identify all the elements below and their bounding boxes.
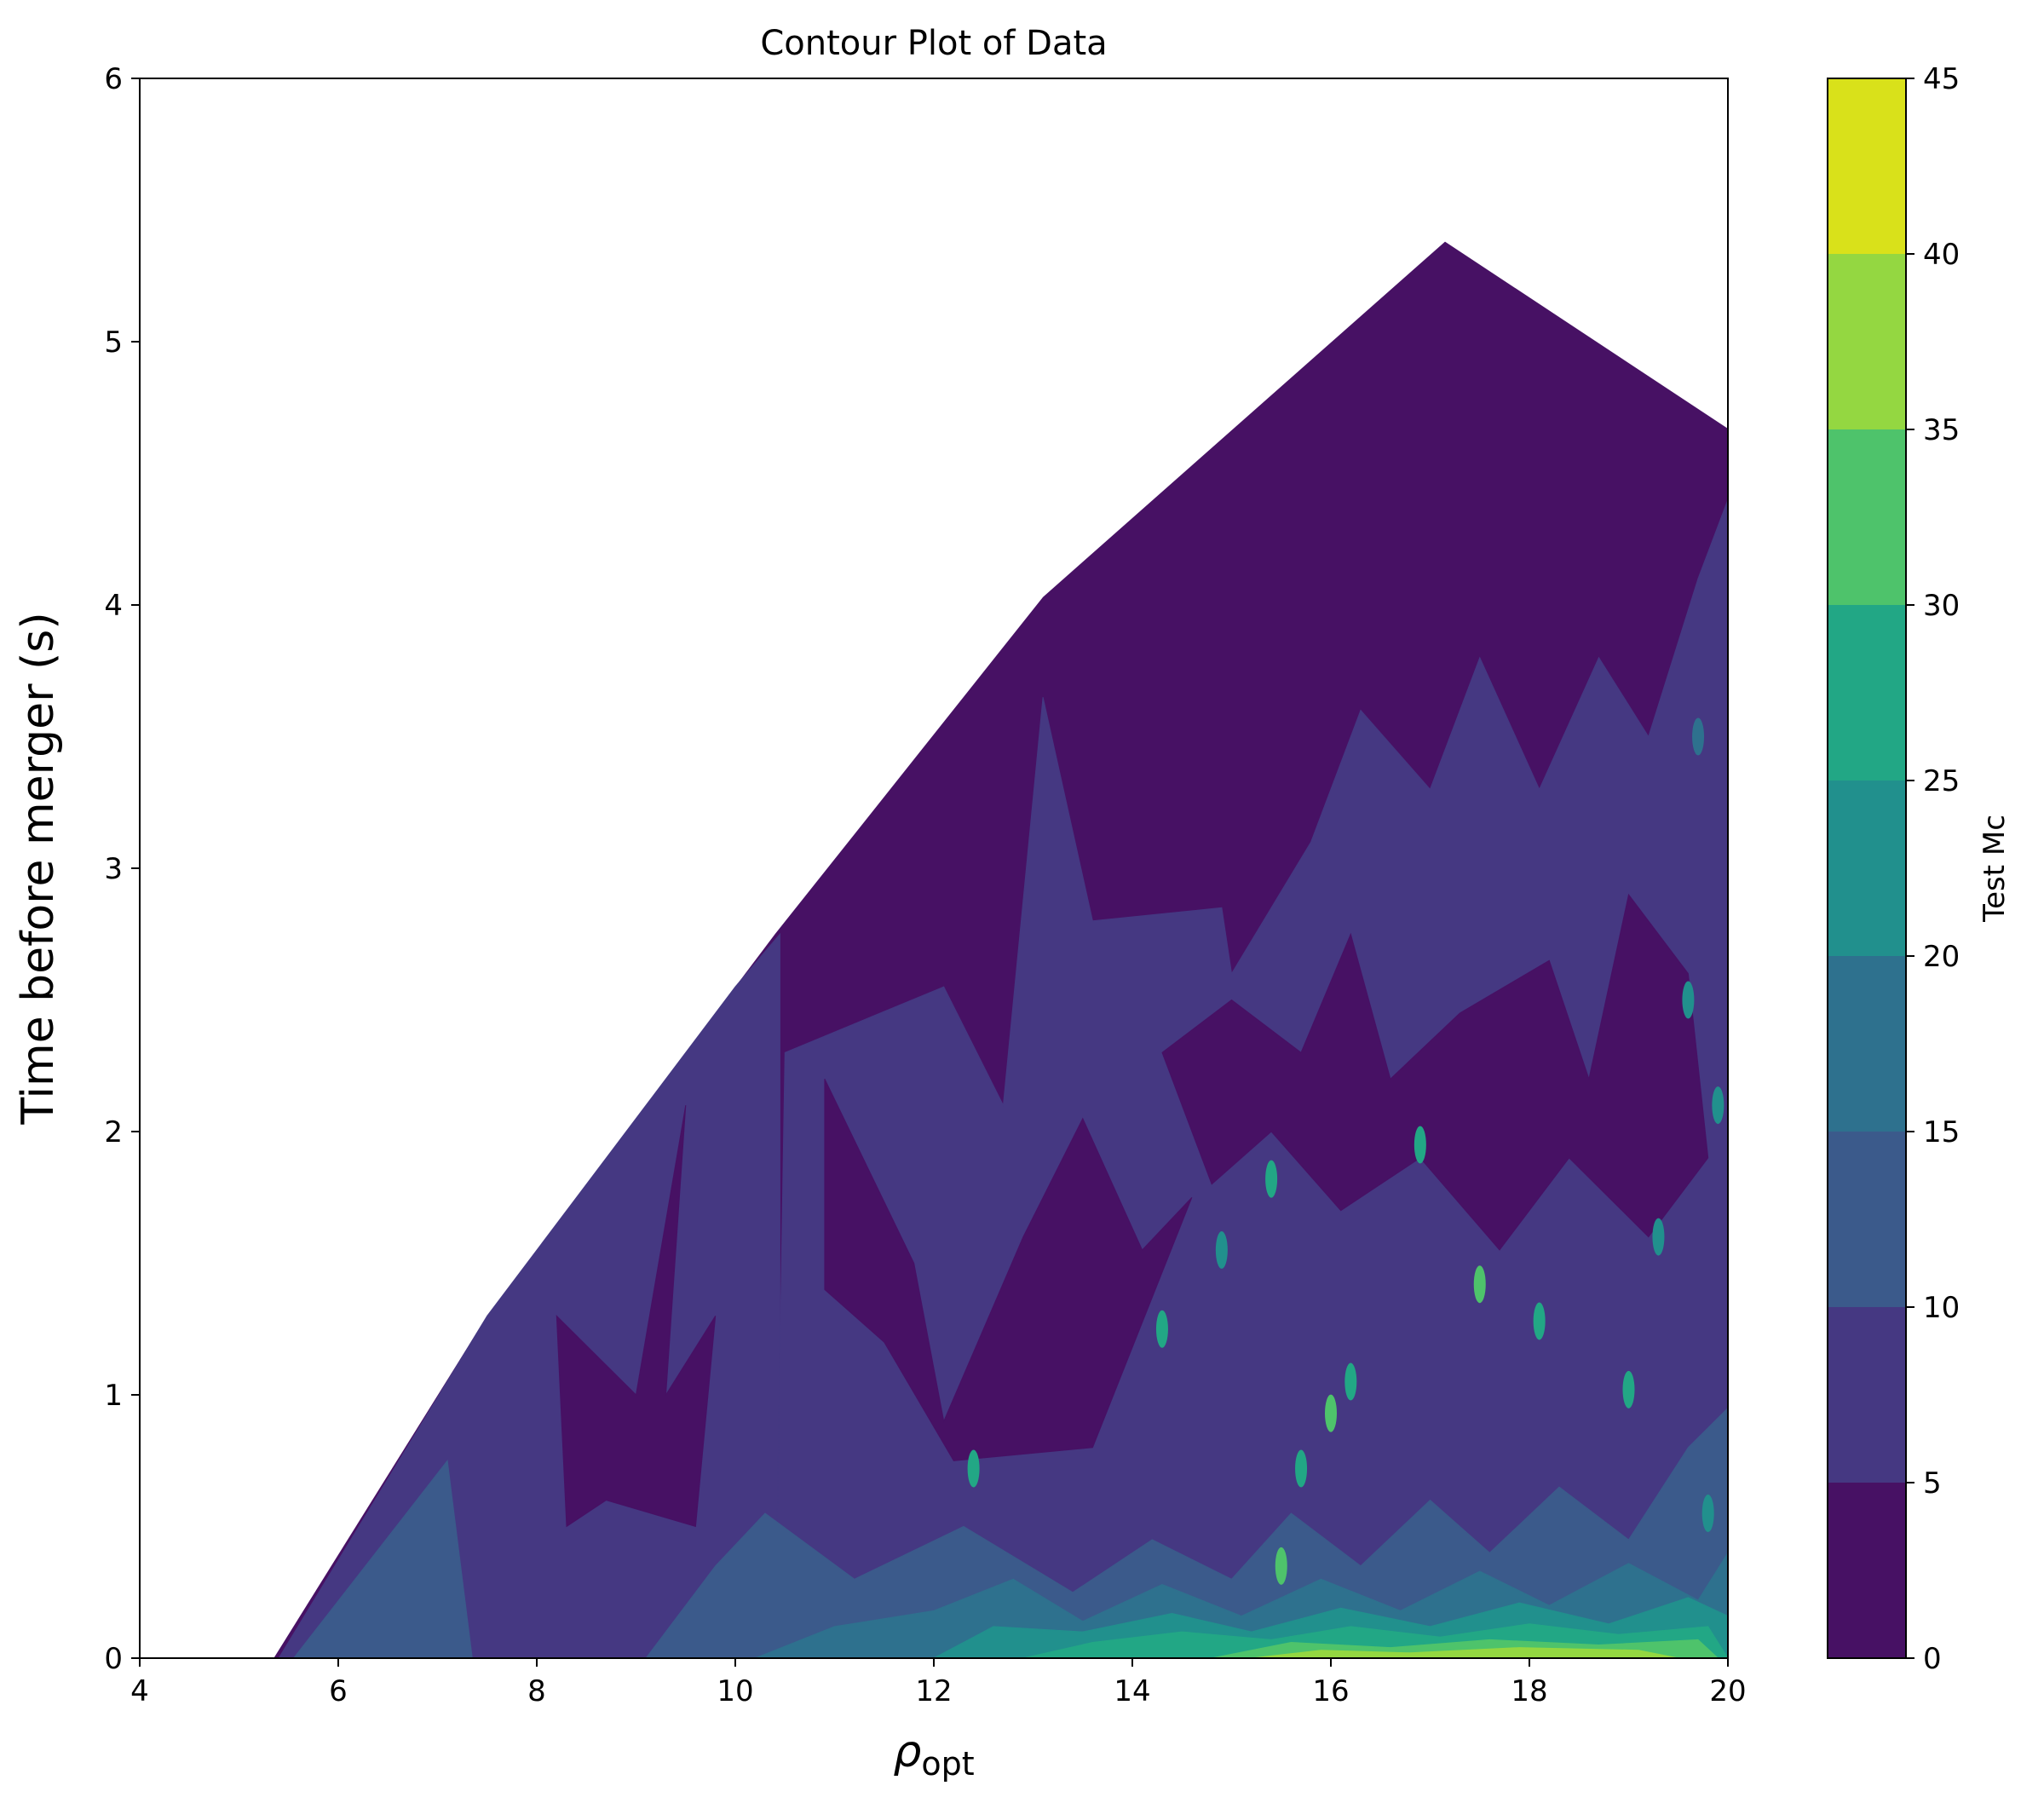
- y-axis: 0 1 2 3 4 5 6: [104, 62, 140, 1676]
- contour-highlight: [1701, 1495, 1714, 1533]
- contour-highlight: [1652, 1218, 1665, 1256]
- colorbar-tick-label: 25: [1923, 764, 1960, 798]
- x-tick-label: 10: [717, 1674, 753, 1708]
- x-tick-label: 4: [130, 1674, 149, 1708]
- colorbar-segment: [1828, 605, 1906, 781]
- x-tick-label: 12: [915, 1674, 952, 1708]
- colorbar-segment: [1828, 1483, 1906, 1658]
- colorbar-segment: [1828, 78, 1906, 254]
- y-tick-label: 0: [104, 1642, 123, 1676]
- colorbar-tick-label: 5: [1923, 1466, 1942, 1501]
- contour-highlight: [1295, 1449, 1308, 1488]
- y-tick-label: 4: [104, 589, 123, 623]
- colorbar-tick-label: 0: [1923, 1642, 1942, 1676]
- colorbar-tick-label: 30: [1923, 589, 1960, 623]
- colorbar-tick-label: 10: [1923, 1291, 1960, 1325]
- x-tick-label: 18: [1511, 1674, 1547, 1708]
- colorbar-segment: [1828, 781, 1906, 956]
- contour-highlight: [1622, 1370, 1635, 1408]
- contour-highlight: [1325, 1394, 1337, 1432]
- colorbar: 0 5 10 15 20 25 30 35 40 45: [1827, 62, 1960, 1676]
- contour-highlight: [1155, 1310, 1168, 1348]
- contour-region: [292, 1460, 473, 1658]
- chart-title: Contour Plot of Data: [760, 24, 1107, 63]
- contour-highlight: [1473, 1265, 1486, 1304]
- contour-highlight: [1692, 717, 1705, 756]
- colorbar-segment: [1828, 956, 1906, 1132]
- colorbar-tick-label: 20: [1923, 940, 1960, 974]
- colorbar-segment: [1828, 1307, 1906, 1483]
- colorbar-tick-label: 15: [1923, 1115, 1960, 1149]
- x-tick-label: 6: [329, 1674, 348, 1708]
- colorbar-tick-label: 35: [1923, 413, 1960, 447]
- contour-region: [1251, 1647, 1678, 1658]
- colorbar-tick-label: 45: [1923, 62, 1960, 96]
- plot-area: [273, 241, 1728, 1658]
- y-tick-label: 2: [104, 1115, 123, 1149]
- x-tick-label: 20: [1709, 1674, 1746, 1708]
- x-tick-label: 16: [1312, 1674, 1349, 1708]
- x-tick-label: 8: [527, 1674, 546, 1708]
- contour-highlight: [1215, 1231, 1228, 1270]
- y-tick-label: 1: [104, 1379, 123, 1413]
- colorbar-tick-label: 40: [1923, 238, 1960, 272]
- colorbar-segment: [1828, 1132, 1906, 1307]
- colorbar-frame: [1827, 78, 1907, 1659]
- contour-region: [556, 1105, 717, 1528]
- contour-highlight: [1533, 1302, 1546, 1340]
- contour-highlight: [1682, 981, 1695, 1019]
- y-axis-label: Time before merger (s): [13, 612, 64, 1125]
- colorbar-label: Test Mc: [1978, 815, 2012, 923]
- contour-highlight: [1414, 1126, 1426, 1164]
- contour-highlight: [1712, 1086, 1724, 1125]
- contour-highlight: [1275, 1547, 1287, 1585]
- colorbar-segment: [1828, 254, 1906, 429]
- y-tick-label: 5: [104, 325, 123, 360]
- contour-highlight: [967, 1449, 980, 1488]
- x-axis-label: ρopt: [893, 1726, 974, 1783]
- contour-region: [824, 1078, 1193, 1461]
- y-tick-label: 6: [104, 62, 123, 96]
- contour-region: [1161, 893, 1709, 1251]
- contour-highlight: [1344, 1362, 1357, 1401]
- colorbar-segment: [1828, 429, 1906, 605]
- y-tick-label: 3: [104, 852, 123, 886]
- x-axis: 4 6 8 10 12 14 16 18 20: [130, 1658, 1747, 1708]
- x-tick-label: 14: [1114, 1674, 1150, 1708]
- contour-highlight: [1265, 1160, 1278, 1198]
